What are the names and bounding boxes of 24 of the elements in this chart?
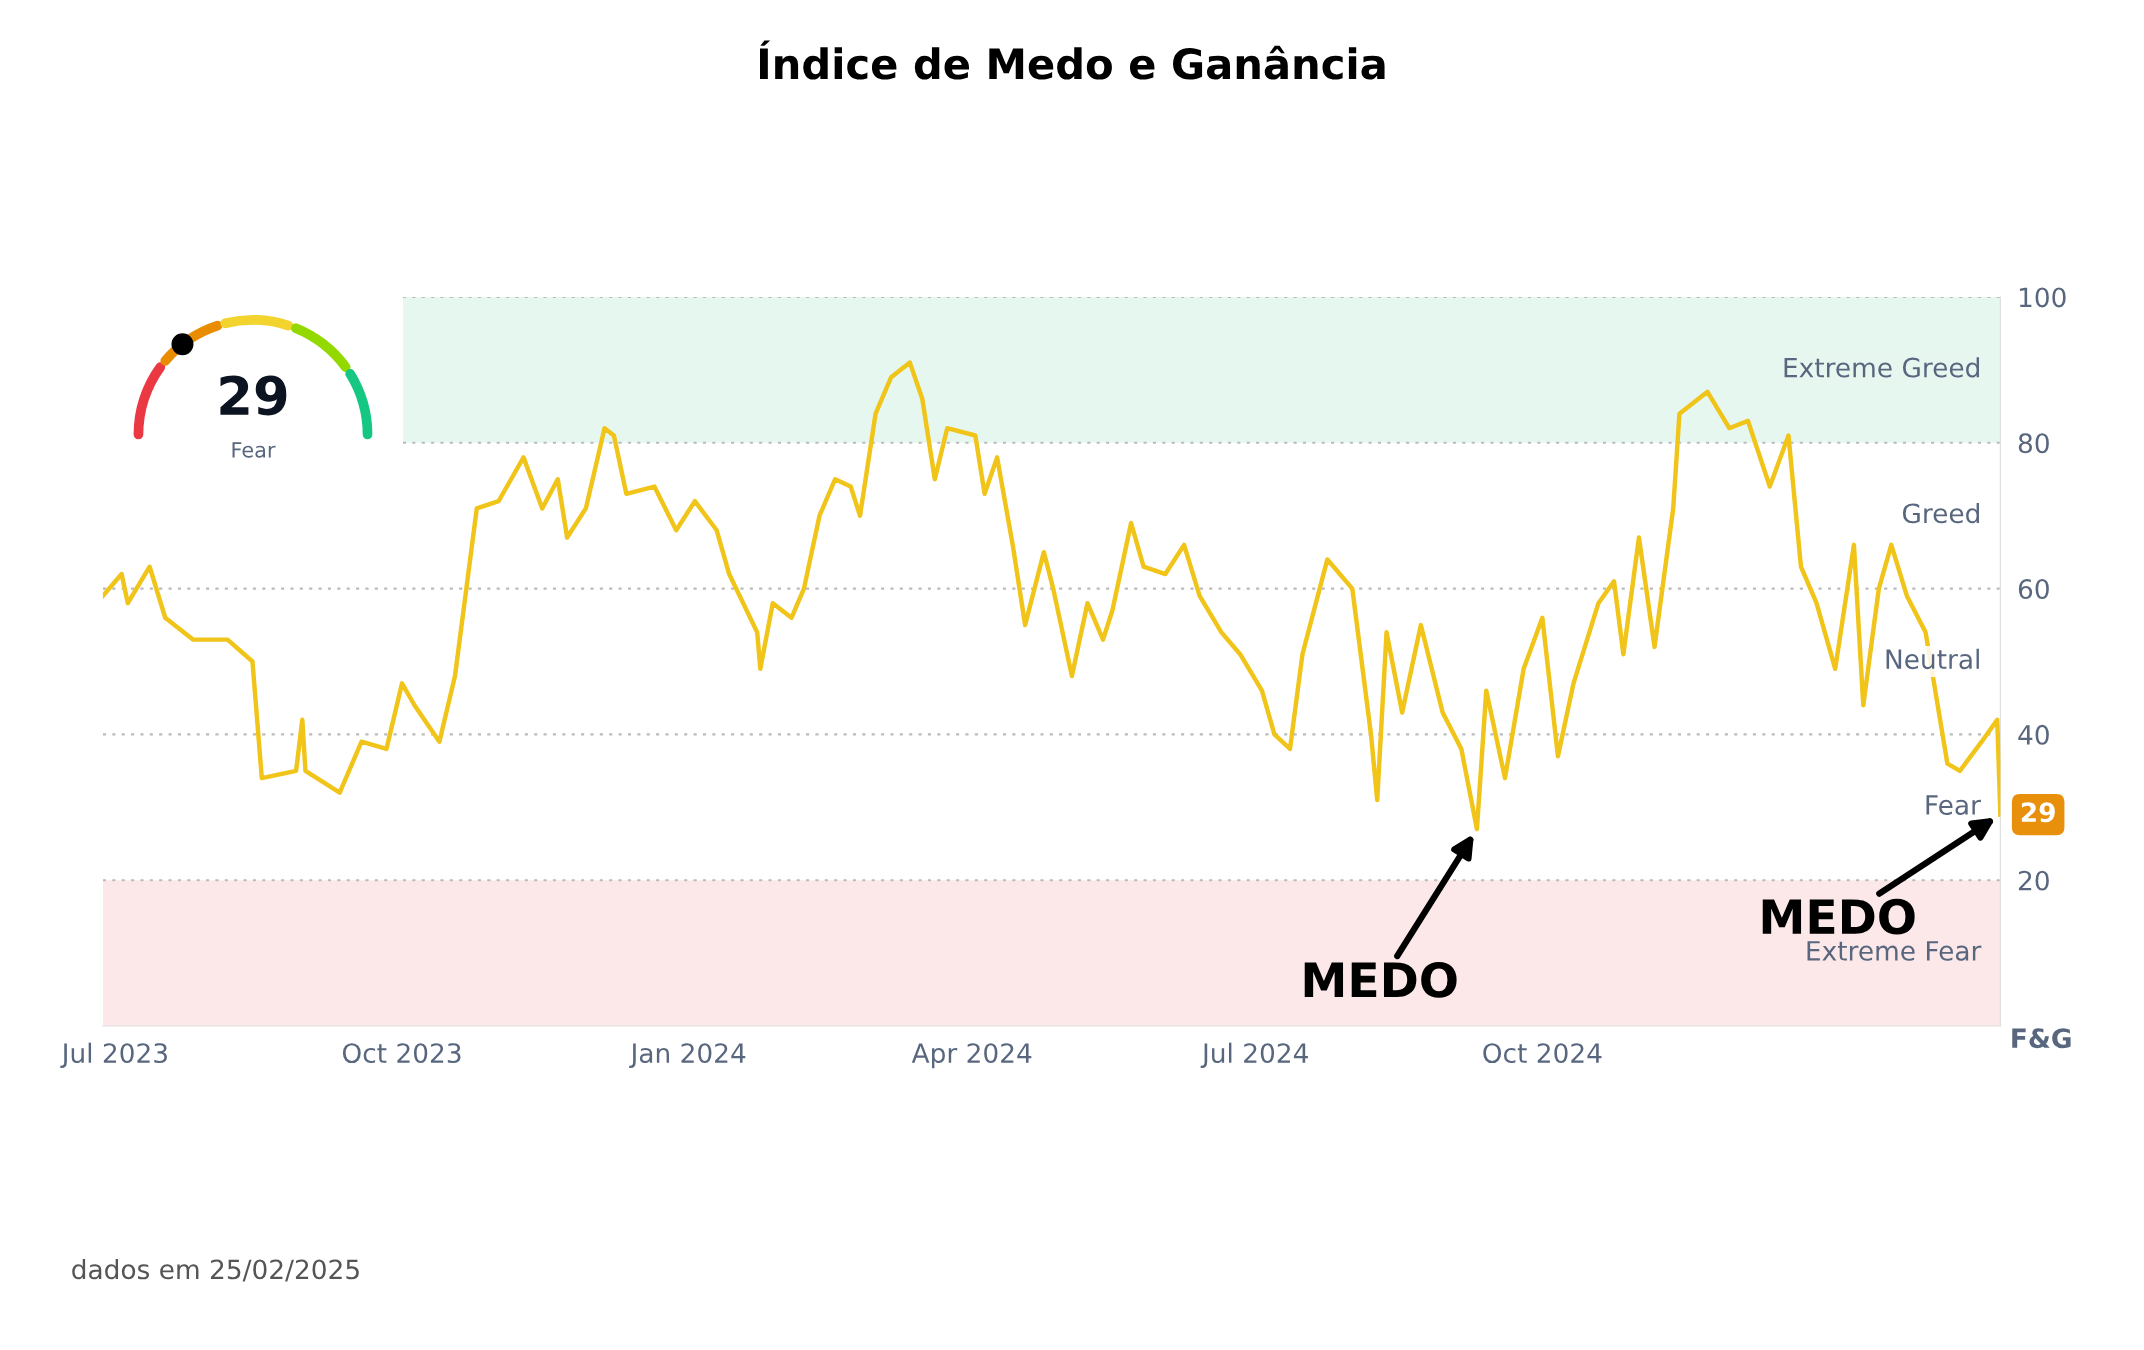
- x-tick-label: Oct 2024: [1483, 1043, 1602, 1064]
- band-label: Extreme Greed: [1784, 357, 1979, 378]
- annotation: Neutral: [1886, 648, 1979, 670]
- chart-title: Índice de Medo e Ganância: [760, 40, 1385, 80]
- x-tick-label: Jul 2023: [60, 1042, 167, 1068]
- y-tick-label: 60: [2018, 579, 2049, 599]
- x-tick-label: Jul 2024: [1200, 1042, 1308, 1068]
- x-tick-label: Jan 2024: [629, 1043, 746, 1068]
- x-tick-label: Oct 2023: [342, 1043, 461, 1064]
- band-label: Extreme Fear: [1807, 941, 1982, 961]
- y-tick-label: 100: [2019, 287, 2066, 308]
- x-tick-label: Apr 2024: [911, 1043, 1032, 1069]
- annotation: 29: [220, 375, 287, 416]
- annotation: Greed: [1902, 502, 1979, 524]
- y-tick-label: 80: [2018, 433, 2049, 454]
- text: dados em 25/02/2025: [72, 1258, 359, 1282]
- annotation: MEDO: [1304, 961, 1457, 998]
- y-axis-title: F&G: [2012, 1028, 2071, 1049]
- annotation: MEDO: [1762, 898, 1915, 935]
- annotation: Fear: [1926, 795, 1981, 815]
- y-tick-label: 20: [2018, 870, 2049, 891]
- annotation: 29: [2021, 802, 2055, 823]
- annotation: Fear: [232, 442, 276, 458]
- y-tick-label: 40: [2018, 724, 2049, 745]
